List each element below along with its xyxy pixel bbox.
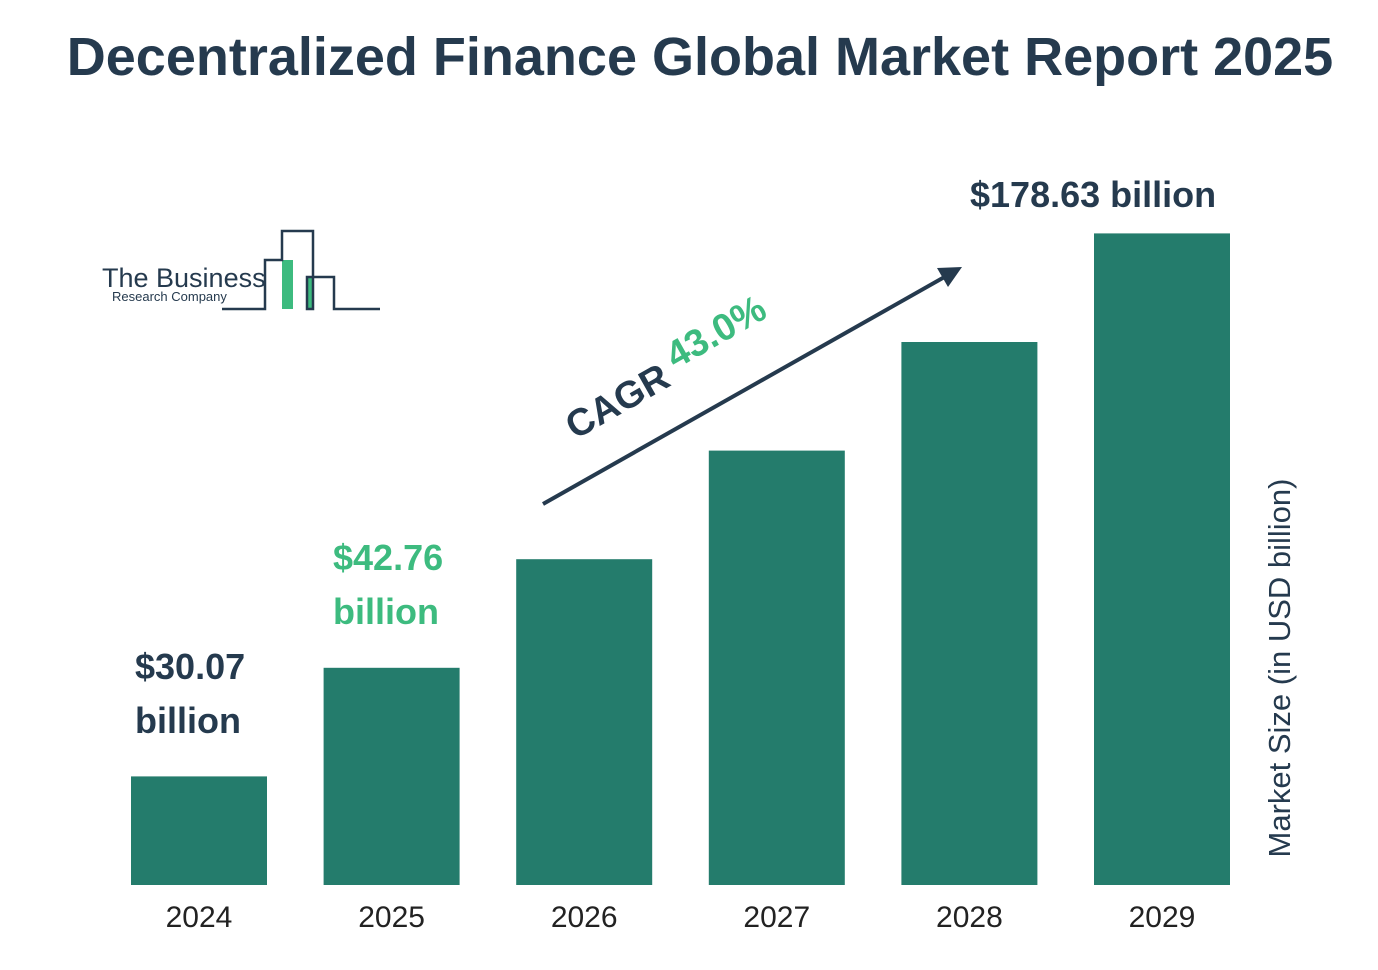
x-tick-label: 2025 <box>358 901 425 934</box>
x-tick-label: 2028 <box>936 901 1003 934</box>
data-label-2025: $42.76 billion <box>333 537 444 632</box>
bar-2029 <box>1094 233 1230 885</box>
bar-2028 <box>901 342 1038 885</box>
logo-bar <box>282 260 293 309</box>
bar-2024 <box>131 776 267 885</box>
logo: The Business Research Company <box>102 229 380 311</box>
x-tick-label: 2026 <box>551 901 618 934</box>
logo-bar <box>307 277 314 309</box>
chart-title: Decentralized Finance Global Market Repo… <box>66 27 1334 87</box>
logo-line2: Research Company <box>112 289 227 304</box>
cagr-label: CAGR <box>559 356 677 448</box>
cagr-annotation: CAGR 43.0% <box>559 288 774 448</box>
bar-2026 <box>516 559 653 885</box>
x-tick-label: 2029 <box>1129 901 1196 934</box>
x-tick-label: 2027 <box>743 901 810 934</box>
y-axis-label: Market Size (in USD billion) <box>1262 478 1297 858</box>
bar-2027 <box>708 450 845 885</box>
cagr-value: 43.0% <box>659 288 773 378</box>
x-tick-label: 2024 <box>166 901 233 934</box>
logo-outline <box>222 229 380 311</box>
data-label-2029: $178.63 billion <box>970 174 1217 215</box>
data-label-2024: $30.07 billion <box>135 646 246 741</box>
logo-line1: The Business <box>102 263 266 293</box>
bar-2025 <box>323 667 460 885</box>
cagr-arrow <box>542 267 962 506</box>
